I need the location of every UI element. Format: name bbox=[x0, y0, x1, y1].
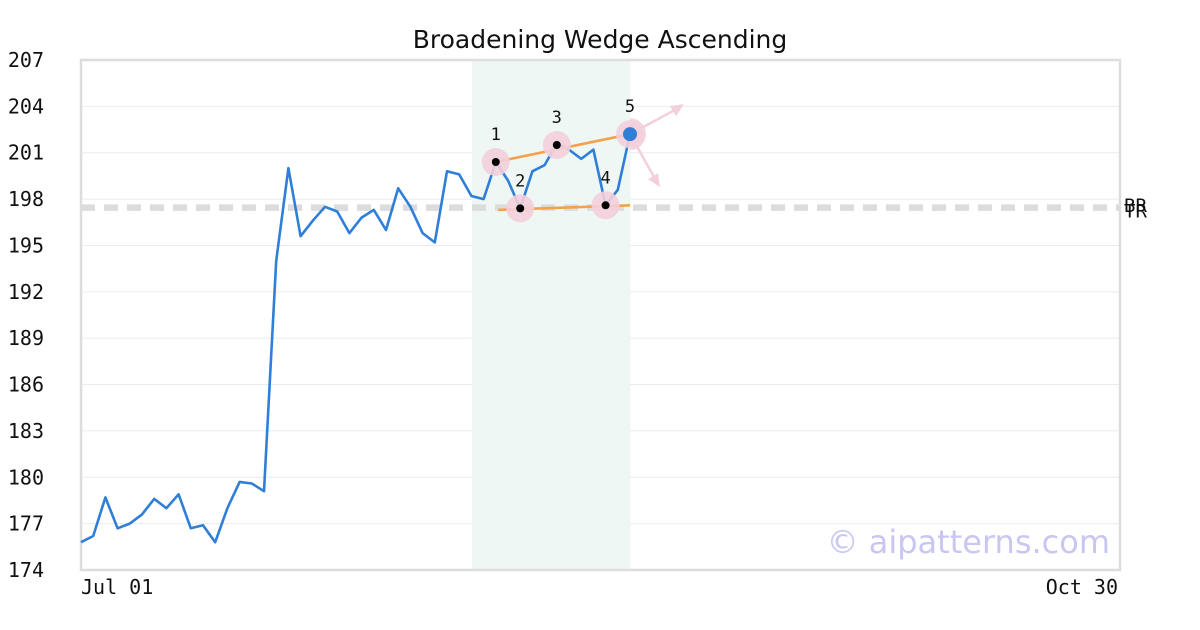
wedge-pattern: 1 2 3 4 5 bbox=[481, 97, 684, 223]
price-series bbox=[80, 133, 632, 544]
last-point-marker bbox=[623, 127, 637, 142]
y-tick-label: 186 bbox=[8, 373, 44, 397]
pivot-point bbox=[552, 141, 561, 149]
price-line bbox=[80, 133, 632, 544]
pivot-point bbox=[516, 204, 525, 213]
pivot-point bbox=[491, 158, 500, 166]
arrowhead-down bbox=[648, 173, 660, 188]
plot-frame bbox=[79, 58, 1122, 572]
pivot-point bbox=[601, 201, 610, 210]
reference-line-label: TR bbox=[1124, 200, 1147, 222]
x-axis-ticks: Jul 01 Oct 30 bbox=[81, 575, 1118, 599]
y-tick-label: 195 bbox=[8, 233, 44, 257]
y-tick-label: 183 bbox=[8, 419, 44, 443]
y-tick-label: 198 bbox=[8, 187, 44, 211]
watermark: © aipatterns.com bbox=[827, 523, 1110, 561]
y-tick-label: 189 bbox=[8, 326, 44, 350]
pivot-label: 4 bbox=[600, 168, 610, 188]
x-tick-label: Oct 30 bbox=[1046, 575, 1118, 599]
y-tick-label: 204 bbox=[8, 94, 44, 118]
pivot-label: 3 bbox=[552, 108, 562, 128]
pivot-label: 2 bbox=[515, 171, 525, 191]
pivot-label: 5 bbox=[625, 97, 635, 117]
y-axis-ticks: 207 204 201 198 195 192 189 186 183 180 177 174 bbox=[8, 48, 44, 582]
y-tick-label: 192 bbox=[8, 280, 44, 304]
reference-line-label: BR bbox=[1124, 195, 1147, 217]
x-tick-label: Jul 01 bbox=[81, 575, 153, 599]
arrowhead-up bbox=[670, 104, 684, 117]
y-tick-label: 201 bbox=[8, 141, 44, 165]
y-tick-label: 177 bbox=[8, 512, 44, 536]
y-tick-label: 174 bbox=[8, 558, 44, 582]
y-tick-label: 207 bbox=[8, 48, 44, 72]
pivot-label: 1 bbox=[491, 125, 501, 145]
chart-title: Broadening Wedge Ascending bbox=[413, 25, 788, 54]
y-tick-label: 180 bbox=[8, 465, 44, 489]
